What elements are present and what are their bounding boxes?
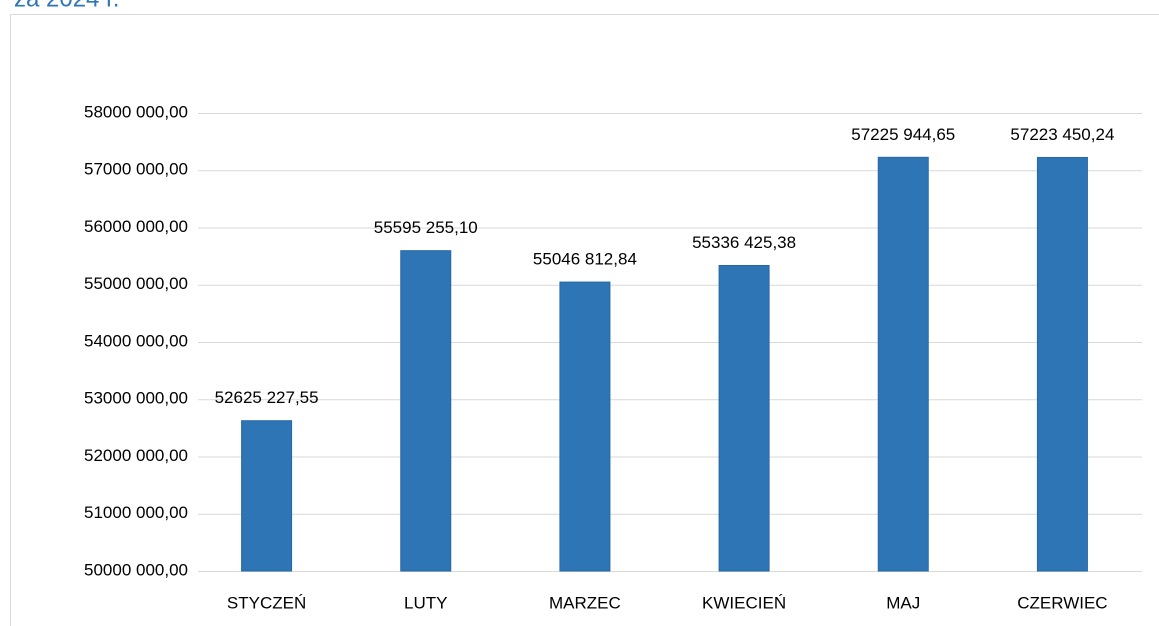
- data-label: 55046 812,84: [533, 250, 637, 269]
- data-label: 52625 227,55: [215, 388, 319, 407]
- y-tick-label: 58000 000,00: [84, 102, 188, 121]
- x-tick-label: KWIECIEŃ: [702, 593, 786, 612]
- y-tick-label: 51000 000,00: [84, 503, 188, 522]
- bar: [718, 264, 770, 572]
- y-tick-label: 52000 000,00: [84, 446, 188, 465]
- x-tick-label: STYCZEŃ: [227, 593, 306, 612]
- y-tick-label: 56000 000,00: [84, 217, 188, 236]
- data-label: 55336 425,38: [692, 233, 796, 252]
- data-label: 57225 944,65: [851, 125, 955, 144]
- bar: [1036, 156, 1088, 572]
- bar: [400, 250, 452, 572]
- data-label: 55595 255,10: [374, 218, 478, 237]
- y-tick-label: 54000 000,00: [84, 331, 188, 350]
- x-tick-label: LUTY: [404, 593, 447, 612]
- y-tick-label: 55000 000,00: [84, 274, 188, 293]
- x-tick-label: MAJ: [886, 593, 920, 612]
- bar: [559, 281, 611, 572]
- chart-title: za 2024 r.: [14, 0, 119, 12]
- x-tick-label: CZERWIEC: [1017, 593, 1107, 612]
- data-label: 57223 450,24: [1010, 125, 1114, 144]
- x-tick-label: MARZEC: [549, 593, 621, 612]
- y-tick-label: 53000 000,00: [84, 389, 188, 408]
- bar: [877, 156, 929, 572]
- bar: [241, 420, 293, 572]
- y-tick-label: 57000 000,00: [84, 160, 188, 179]
- y-tick-label: 50000 000,00: [84, 560, 188, 579]
